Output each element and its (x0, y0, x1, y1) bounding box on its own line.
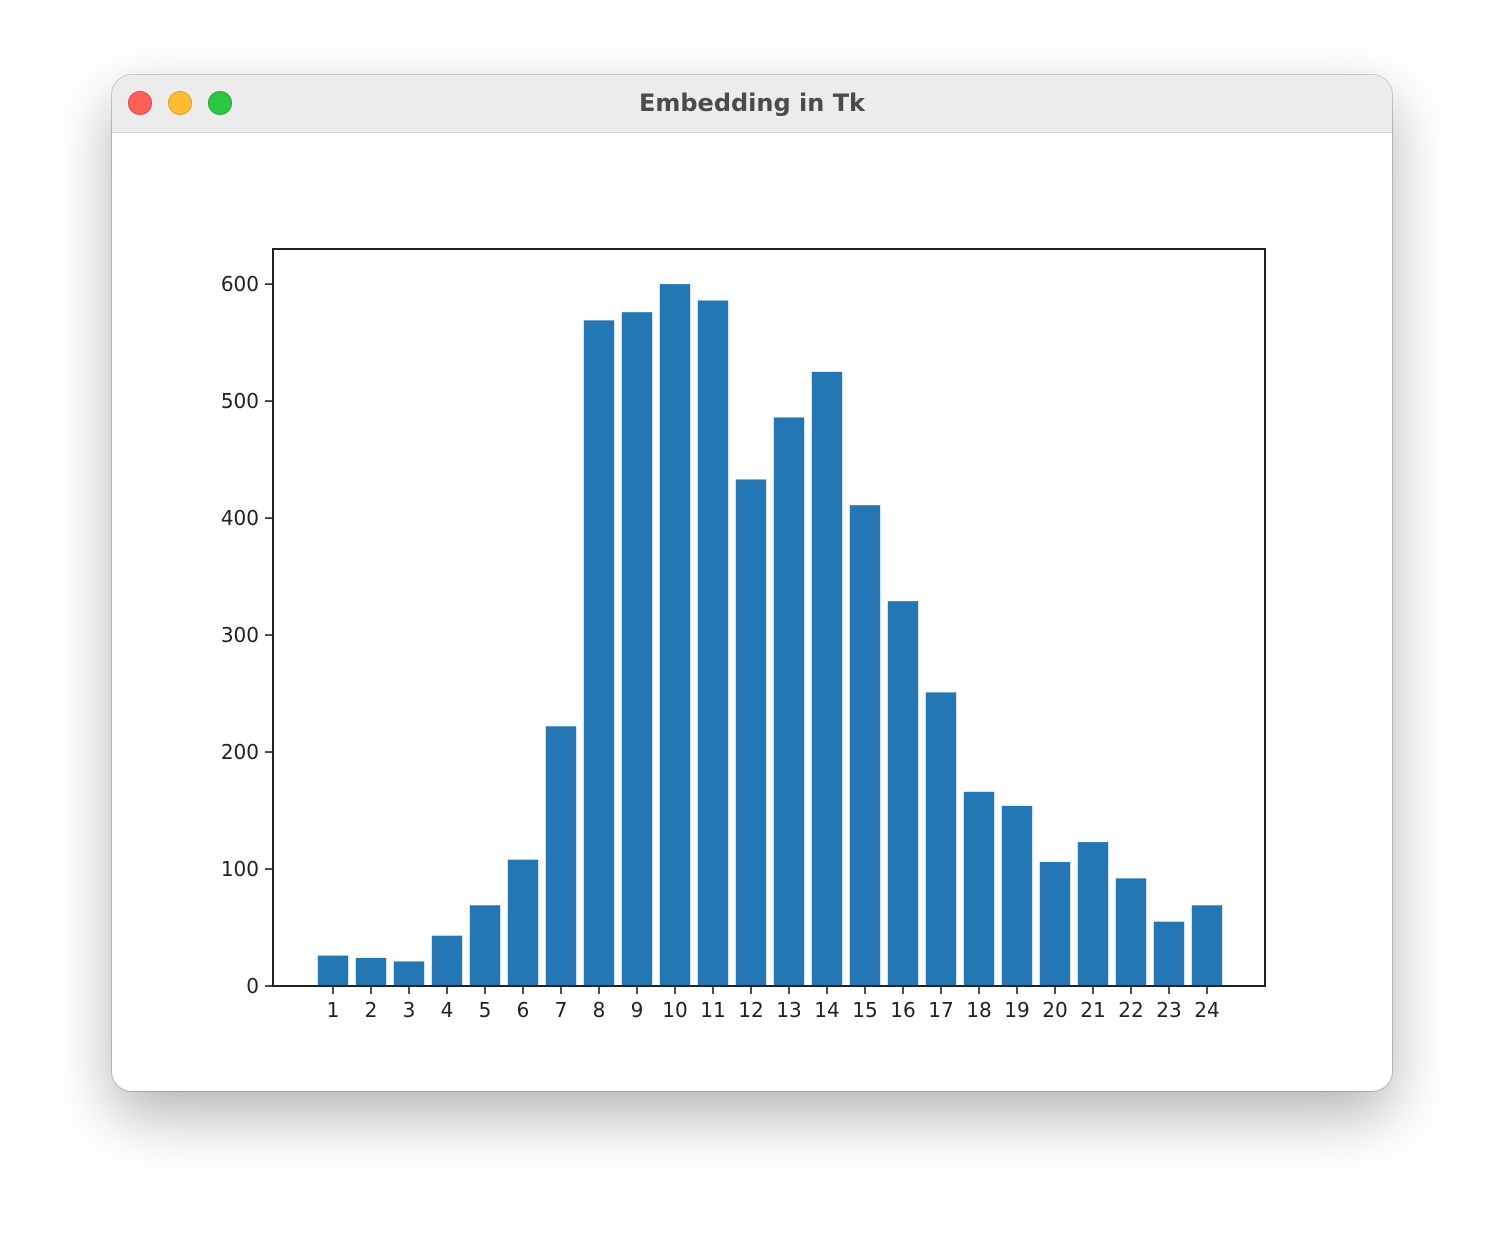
x-tick-label: 5 (479, 998, 492, 1022)
bar-11 (697, 300, 729, 986)
bar-3 (393, 961, 425, 986)
x-tick-label: 10 (662, 998, 687, 1022)
y-tick-label: 0 (246, 974, 259, 998)
x-tick-label: 1 (327, 998, 340, 1022)
minimize-button[interactable] (168, 91, 192, 115)
x-tick-label: 7 (555, 998, 568, 1022)
x-tick-label: 8 (593, 998, 606, 1022)
window-title: Embedding in Tk (638, 89, 866, 117)
bar-7 (545, 726, 577, 986)
x-tick-label: 3 (403, 998, 416, 1022)
x-tick-label: 24 (1194, 998, 1219, 1022)
axes-frame (272, 248, 1266, 987)
x-tick-label: 11 (700, 998, 725, 1022)
x-tick-label: 4 (441, 998, 454, 1022)
x-tick-label: 19 (1004, 998, 1029, 1022)
close-button[interactable] (128, 91, 152, 115)
x-tick-label: 16 (890, 998, 915, 1022)
bar-1 (317, 955, 349, 986)
x-tick-label: 12 (738, 998, 763, 1022)
x-tick-label: 23 (1156, 998, 1181, 1022)
x-tick-label: 18 (966, 998, 991, 1022)
zoom-button[interactable] (208, 91, 232, 115)
x-tick-label: 17 (928, 998, 953, 1022)
bar-15 (849, 505, 881, 986)
x-tick-label: 15 (852, 998, 877, 1022)
bar-21 (1077, 842, 1109, 986)
bar-8 (583, 320, 615, 986)
y-tick-label: 400 (221, 506, 259, 530)
bar-22 (1115, 878, 1147, 986)
x-tick-label: 2 (365, 998, 378, 1022)
y-tick-label: 500 (221, 389, 259, 413)
x-tick-label: 6 (517, 998, 530, 1022)
bar-2 (355, 957, 387, 986)
bar-17 (925, 692, 957, 986)
bar-18 (963, 791, 995, 986)
x-tick-label: 14 (814, 998, 839, 1022)
bar-10 (659, 284, 691, 987)
y-tick-label: 100 (221, 857, 259, 881)
x-tick-label: 21 (1080, 998, 1105, 1022)
bar-4 (431, 935, 463, 986)
bar-13 (773, 417, 805, 986)
x-tick-label: 20 (1042, 998, 1067, 1022)
x-tick-label: 9 (631, 998, 644, 1022)
bar-16 (887, 601, 919, 986)
x-tick-label: 13 (776, 998, 801, 1022)
title-bar[interactable]: Embedding in Tk (112, 75, 1392, 133)
bar-12 (735, 479, 767, 986)
bar-9 (621, 312, 653, 986)
bar-5 (469, 905, 501, 986)
figure-canvas: 0 100 200 300 400 500 600 1 2 3 4 5 6 7 8 9 10 11 12 13 14 1… (112, 133, 1392, 1091)
y-tick-label: 200 (221, 740, 259, 764)
y-tick-label: 300 (221, 623, 259, 647)
bar-19 (1001, 805, 1033, 986)
bar-6 (507, 859, 539, 986)
bar-14 (811, 371, 843, 986)
x-tick-label: 22 (1118, 998, 1143, 1022)
bar-23 (1153, 921, 1185, 986)
bar-24 (1191, 905, 1223, 986)
y-tick-label: 600 (221, 272, 259, 296)
bar-20 (1039, 861, 1071, 986)
